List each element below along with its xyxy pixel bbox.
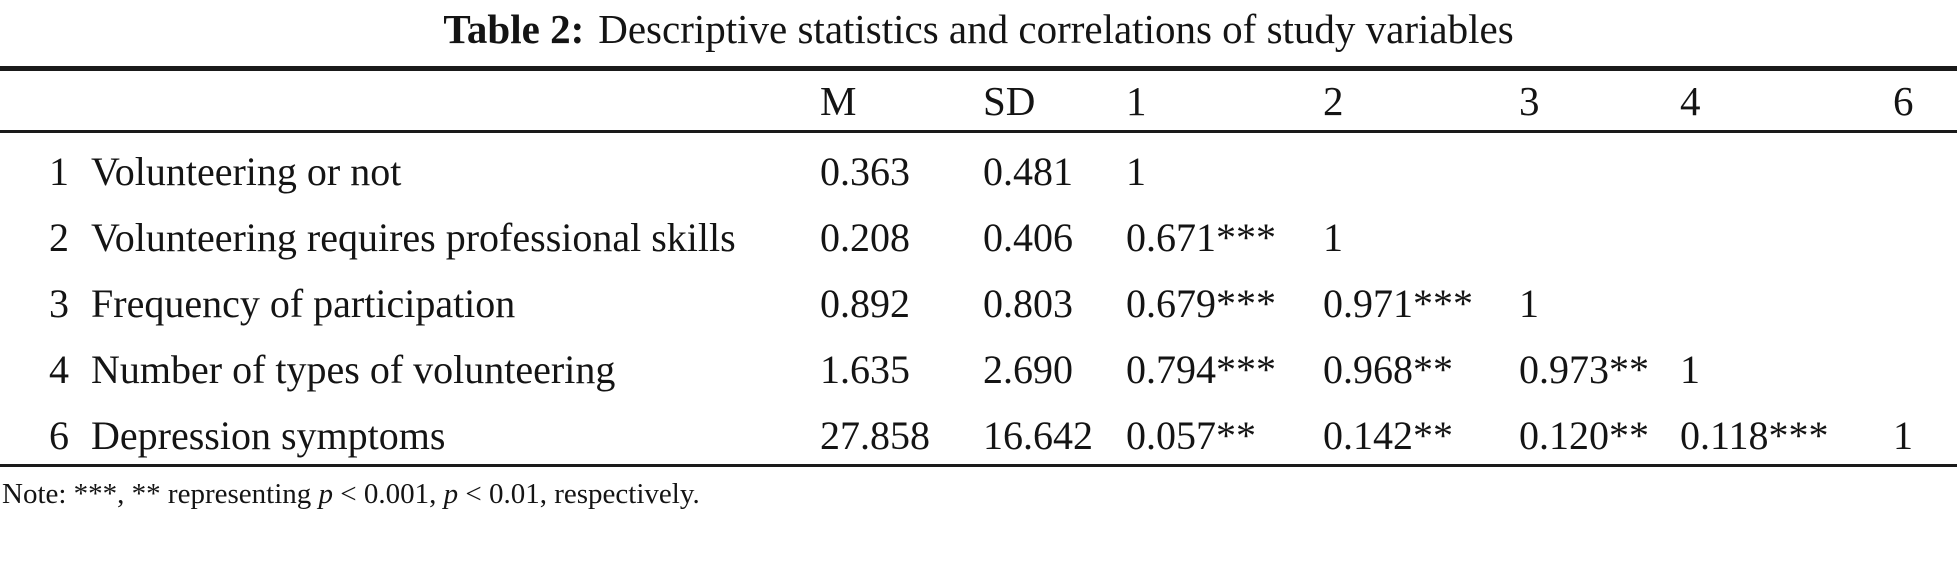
cell-corr-2: 0.968**: [1323, 347, 1453, 392]
footnote-p-symbol: p: [318, 478, 334, 510]
cell-corr-3: 0.120**: [1519, 413, 1649, 458]
table-caption-text: Descriptive statistics and correlations …: [598, 6, 1514, 52]
row-number: 1: [49, 149, 69, 194]
footnote-p-symbol: p: [443, 478, 459, 510]
row-label: Volunteering requires professional skill…: [91, 215, 736, 260]
cell-sd: 0.803: [983, 281, 1073, 326]
header-col-sd: SD: [983, 77, 1036, 124]
table-footnote: Note: ***, ** representing p < 0.001, p …: [0, 467, 1957, 511]
row-number: 3: [49, 281, 69, 326]
table-top-rule: [0, 66, 1957, 71]
cell-mean: 1.635: [820, 347, 910, 392]
cell-corr-1: 0.679***: [1126, 281, 1276, 326]
cell-sd: 16.642: [983, 413, 1093, 458]
footnote-seg1: < 0.001,: [333, 478, 444, 510]
table-header-row: M SD 1 2 3 4 6: [0, 71, 1957, 133]
cell-corr-3: 0.973**: [1519, 347, 1649, 392]
table-row: 1 Volunteering or not 0.363 0.481 1: [0, 144, 1957, 200]
table-body: 1 Volunteering or not 0.363 0.481 1 2 Vo…: [0, 133, 1957, 467]
cell-sd: 2.690: [983, 347, 1073, 392]
row-label: Frequency of participation: [91, 281, 516, 326]
header-col-3: 3: [1519, 77, 1540, 124]
row-number: 6: [49, 413, 69, 458]
cell-mean: 0.892: [820, 281, 910, 326]
cell-mean: 0.363: [820, 149, 910, 194]
cell-sd: 0.406: [983, 215, 1073, 260]
row-number: 4: [49, 347, 69, 392]
row-label: Number of types of volunteering: [91, 347, 616, 392]
table-row: 6 Depression symptoms 27.858 16.642 0.05…: [0, 408, 1957, 464]
cell-mean: 27.858: [820, 413, 930, 458]
header-col-2: 2: [1323, 77, 1344, 124]
table-caption-number: Table 2:: [443, 6, 585, 52]
table-row: 3 Frequency of participation 0.892 0.803…: [0, 276, 1957, 332]
footnote-prefix: Note: ***, ** representing: [2, 478, 319, 510]
cell-corr-1: 1: [1126, 149, 1146, 194]
cell-corr-4: 1: [1680, 347, 1700, 392]
cell-mean: 0.208: [820, 215, 910, 260]
header-col-1: 1: [1126, 77, 1147, 124]
row-label: Volunteering or not: [91, 149, 402, 194]
cell-corr-2: 0.142**: [1323, 413, 1453, 458]
row-label: Depression symptoms: [91, 413, 446, 458]
cell-corr-1: 0.057**: [1126, 413, 1256, 458]
cell-corr-6: 1: [1893, 413, 1913, 458]
cell-corr-2: 1: [1323, 215, 1343, 260]
cell-corr-2: 0.971***: [1323, 281, 1473, 326]
cell-corr-4: 0.118***: [1680, 413, 1829, 458]
header-col-6: 6: [1893, 77, 1914, 124]
cell-corr-1: 0.794***: [1126, 347, 1276, 392]
footnote-seg2: < 0.01, respectively.: [458, 478, 700, 510]
header-col-m: M: [820, 77, 857, 124]
cell-corr-1: 0.671***: [1126, 215, 1276, 260]
cell-corr-3: 1: [1519, 281, 1539, 326]
cell-sd: 0.481: [983, 149, 1073, 194]
header-col-4: 4: [1680, 77, 1701, 124]
table-row: 2 Volunteering requires professional ski…: [0, 210, 1957, 266]
table-caption: Table 2: Descriptive statistics and corre…: [0, 6, 1957, 52]
table-row: 4 Number of types of volunteering 1.635 …: [0, 342, 1957, 398]
row-number: 2: [49, 215, 69, 260]
